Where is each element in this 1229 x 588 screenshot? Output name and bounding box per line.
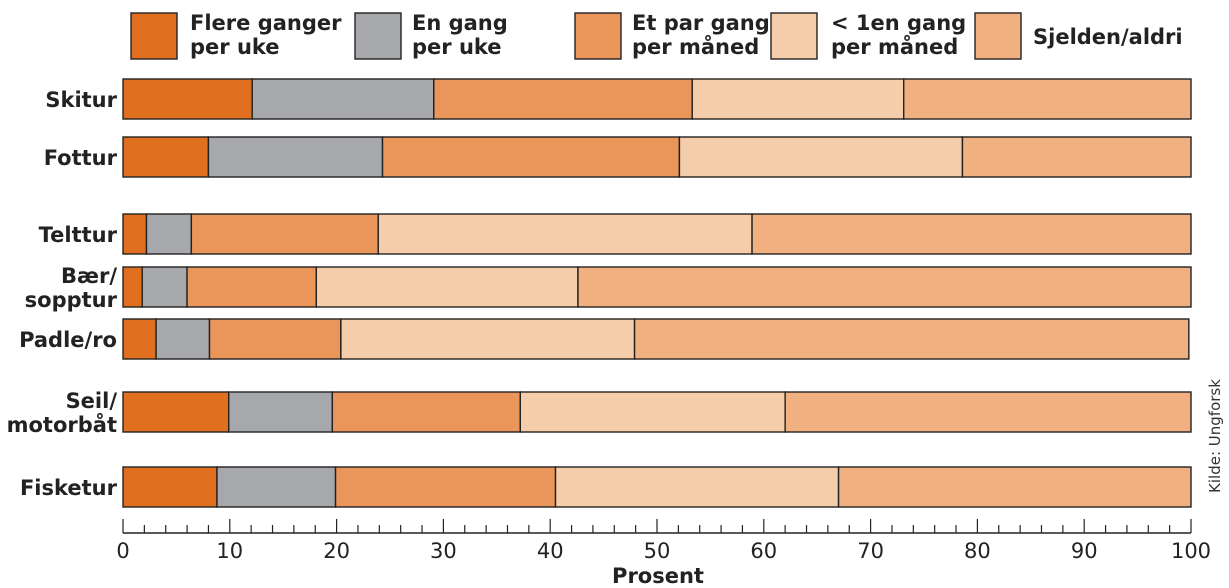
- bar-segment-fisketur-et-par-ganger-per-maned: [334, 466, 557, 508]
- bar-segment-baer-sopptur-en-gang-per-uke: [141, 266, 188, 308]
- bar-segment-telttur-lt-1en-gang-per-maned: [377, 213, 753, 255]
- category-label-seil-motorbat-line2: motorbåt: [7, 412, 117, 437]
- bar-segment-skitur-et-par-ganger-per-maned: [433, 78, 693, 120]
- x-tick-label-90: 90: [1071, 539, 1098, 563]
- bar-segment-fisketur-flere-ganger-per-uke: [122, 466, 218, 508]
- plot-area: Skitur Fottur Telttur Bær/sopptur Padle/ro Se…: [7, 78, 1192, 508]
- bar-row-telttur: Telttur: [39, 213, 1192, 255]
- x-tick-label-0: 0: [116, 539, 129, 563]
- bar-segment-fottur-et-par-ganger-per-maned: [381, 136, 681, 178]
- x-tick-label-80: 80: [964, 539, 991, 563]
- bar-segment-padle-ro-flere-ganger-per-uke: [122, 318, 157, 360]
- bar-segment-skitur-lt-1en-gang-per-maned: [691, 78, 905, 120]
- legend-label-et-par-ganger-per-maned-line2: per måned: [632, 34, 759, 59]
- category-label-telttur: Telttur: [39, 223, 118, 247]
- bar-segment-fottur-sjelden-aldri: [961, 136, 1192, 178]
- legend-label-en-gang-per-uke-line2: per uke: [412, 35, 502, 59]
- legend-swatch-et-par-ganger-per-maned: [574, 12, 622, 60]
- legend-swatch-sjelden-aldri: [974, 12, 1022, 60]
- category-label-fisketur: Fisketur: [20, 476, 118, 500]
- bar-segment-seil-motorbat-lt-1en-gang-per-maned: [519, 391, 786, 433]
- legend-label-et-par-ganger-per-maned-line1: Et par ganger: [632, 11, 795, 35]
- legend-label-lt-1en-gang-per-maned-line1: < 1en gang: [831, 11, 966, 35]
- x-axis: 0 10 20 30 40 50 60 70 80 90 100: [116, 519, 1211, 563]
- bar-segment-baer-sopptur-flere-ganger-per-uke: [122, 266, 143, 308]
- bar-segment-seil-motorbat-et-par-ganger-per-maned: [331, 391, 521, 433]
- x-tick-label-20: 20: [323, 539, 350, 563]
- bar-segment-skitur-flere-ganger-per-uke: [122, 78, 253, 120]
- legend-label-sjelden-aldri: Sjelden/aldri: [1033, 25, 1183, 49]
- x-tick-label-50: 50: [644, 539, 671, 563]
- bar-segment-telttur-flere-ganger-per-uke: [122, 213, 148, 255]
- bar-segment-padle-ro-en-gang-per-uke: [155, 318, 211, 360]
- legend-label-lt-1en-gang-per-maned-line2: per måned: [831, 34, 958, 59]
- bar-segment-seil-motorbat-sjelden-aldri: [784, 391, 1192, 433]
- category-label-skitur: Skitur: [45, 88, 117, 112]
- bar-segment-skitur-en-gang-per-uke: [251, 78, 435, 120]
- legend-swatch-en-gang-per-uke: [354, 12, 402, 60]
- legend-label-en-gang-per-uke-line1: En gang: [412, 11, 508, 35]
- bar-row-skitur: Skitur: [45, 78, 1192, 120]
- x-tick-label-10: 10: [216, 539, 243, 563]
- legend-label-flere-ganger-per-uke-line2: per uke: [190, 35, 280, 59]
- bar-row-seil-motorbat: Seil/motorbåt: [7, 389, 1192, 437]
- bar-segment-seil-motorbat-en-gang-per-uke: [228, 391, 334, 433]
- x-tick-label-40: 40: [537, 539, 564, 563]
- bar-segment-baer-sopptur-sjelden-aldri: [577, 266, 1192, 308]
- legend-item-sjelden-aldri: Sjelden/aldri: [974, 12, 1183, 60]
- bar-row-padle-ro: Padle/ro: [19, 318, 1190, 360]
- x-axis-title: Prosent: [612, 564, 704, 588]
- category-label-baer-sopptur-line2: sopptur: [25, 288, 118, 312]
- category-label-fottur: Fottur: [44, 146, 118, 170]
- legend-label-flere-ganger-per-uke-line1: Flere ganger: [190, 11, 342, 35]
- bar-segment-padle-ro-et-par-ganger-per-maned: [208, 318, 342, 360]
- bar-segment-telttur-et-par-ganger-per-maned: [190, 213, 379, 255]
- legend-swatch-lt-1en-gang-per-maned: [770, 12, 818, 60]
- bar-row-baer-sopptur: Bær/sopptur: [25, 264, 1192, 312]
- bar-segment-seil-motorbat-flere-ganger-per-uke: [122, 391, 230, 433]
- bar-segment-fisketur-en-gang-per-uke: [216, 466, 337, 508]
- source-label: Kilde: Ungforsk: [1206, 379, 1224, 493]
- bar-row-fottur: Fottur: [44, 136, 1192, 178]
- bar-segment-padle-ro-lt-1en-gang-per-maned: [340, 318, 636, 360]
- x-tick-label-60: 60: [750, 539, 777, 563]
- bar-segment-baer-sopptur-lt-1en-gang-per-maned: [315, 266, 579, 308]
- bar-segment-fottur-lt-1en-gang-per-maned: [678, 136, 964, 178]
- bar-segment-fottur-en-gang-per-uke: [207, 136, 384, 178]
- bar-row-fisketur: Fisketur: [20, 466, 1192, 508]
- category-label-padle-ro: Padle/ro: [19, 328, 117, 352]
- x-tick-label-30: 30: [430, 539, 457, 563]
- x-tick-label-70: 70: [857, 539, 884, 563]
- x-tick-label-100: 100: [1171, 539, 1211, 563]
- category-label-seil-motorbat-line1: Seil/: [66, 389, 118, 413]
- bar-segment-skitur-sjelden-aldri: [903, 78, 1192, 120]
- bar-segment-fottur-flere-ganger-per-uke: [122, 136, 210, 178]
- bar-segment-telttur-sjelden-aldri: [751, 213, 1192, 255]
- bar-segment-fisketur-sjelden-aldri: [837, 466, 1192, 508]
- bar-segment-baer-sopptur-et-par-ganger-per-maned: [186, 266, 318, 308]
- bar-segment-telttur-en-gang-per-uke: [145, 213, 193, 255]
- category-label-baer-sopptur-line1: Bær/: [61, 264, 117, 288]
- legend-swatch-flere-ganger-per-uke: [130, 12, 178, 60]
- bar-segment-fisketur-lt-1en-gang-per-maned: [554, 466, 840, 508]
- bar-segment-padle-ro-sjelden-aldri: [633, 318, 1190, 360]
